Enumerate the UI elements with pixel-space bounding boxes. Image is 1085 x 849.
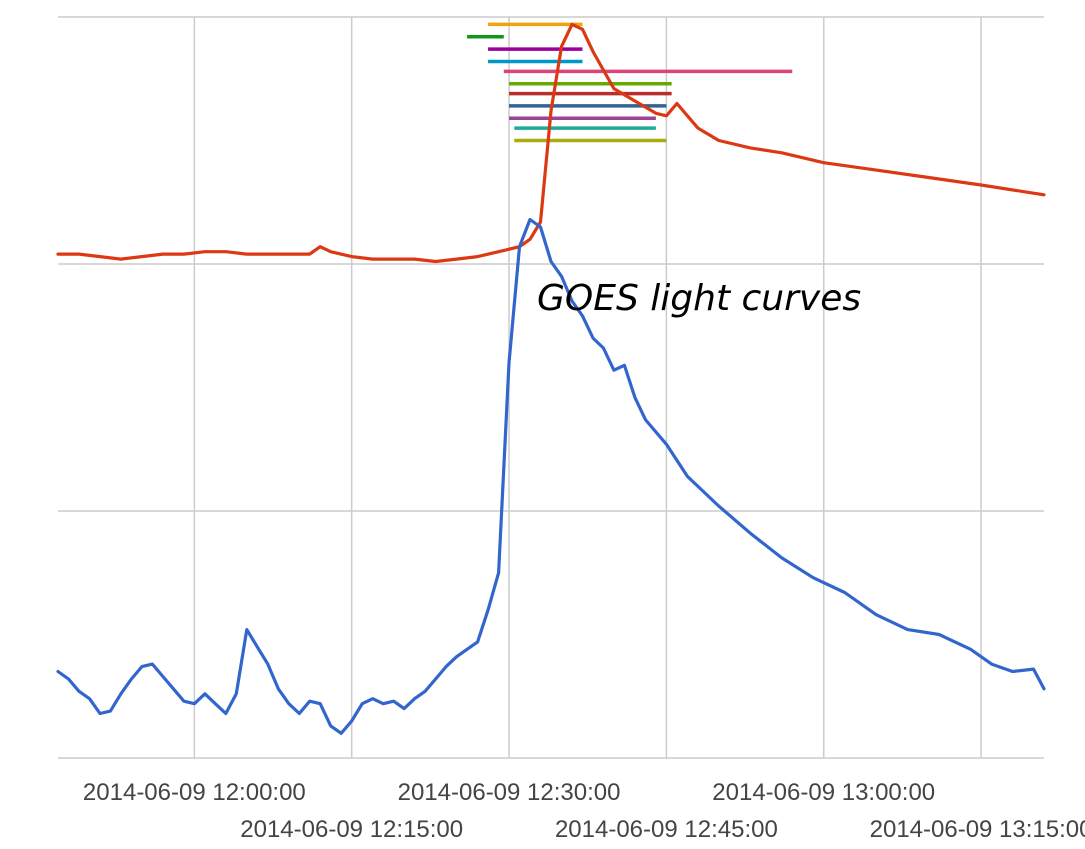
chart-annotation: GOES light curves [537, 278, 861, 319]
x-tick-label-1: 2014-06-09 12:15:00 [240, 816, 463, 843]
x-axis-tick-labels: 2014-06-09 12:00:00 2014-06-09 12:15:00 20… [83, 779, 1085, 843]
series-line-1 [56, 217, 1046, 735]
x-tick-label-3: 2014-06-09 12:45:00 [555, 816, 778, 843]
x-tick-label-5: 2014-06-09 13:15:00 [870, 816, 1085, 843]
x-tick-label-4: 2014-06-09 13:00:00 [712, 779, 935, 806]
x-tick-label-0: 2014-06-09 12:00:00 [83, 779, 306, 806]
x-tick-label-2: 2014-06-09 12:30:00 [398, 779, 621, 806]
series-line-0 [56, 22, 1046, 264]
gridlines [58, 16, 1044, 759]
series-lines [56, 22, 1046, 735]
range-bars [467, 22, 793, 143]
